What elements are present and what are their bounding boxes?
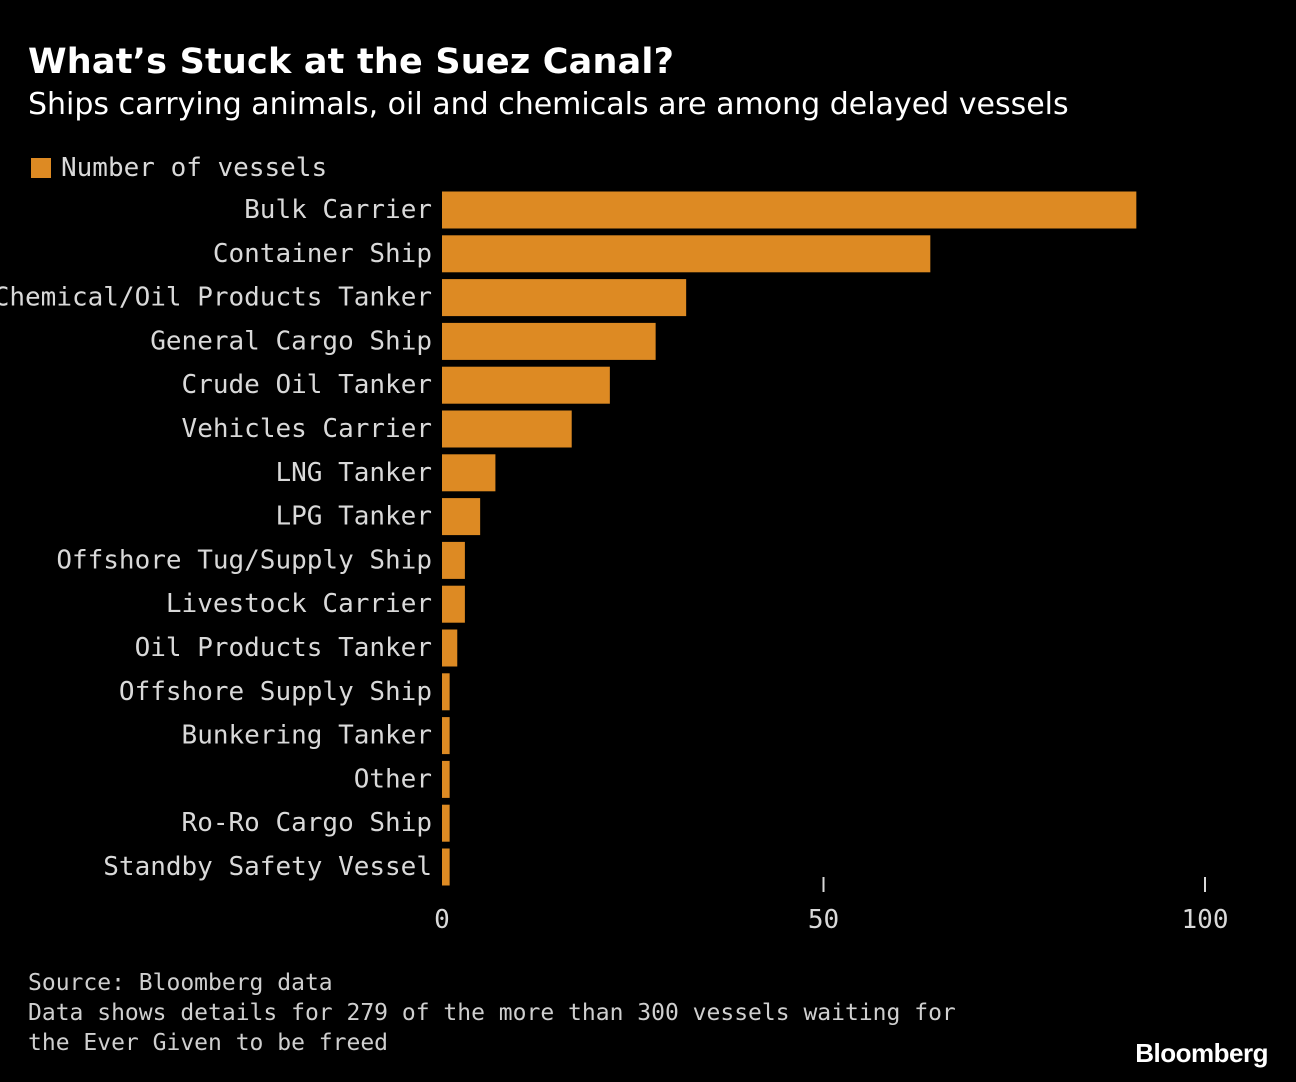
category-label: LPG Tanker (275, 502, 432, 532)
bar (442, 848, 450, 886)
category-label: Other (354, 764, 432, 794)
bar-chart: Bulk Carrier Container Ship Chemical/Oil P… (0, 191, 1228, 935)
bar (442, 454, 496, 492)
bar (442, 673, 450, 711)
bar (442, 760, 450, 798)
bar (442, 629, 458, 667)
x-tick-label: 0 (434, 905, 450, 935)
bloomberg-logo: Bloomberg (1135, 1038, 1268, 1068)
bar (442, 717, 450, 755)
category-label: Bulk Carrier (244, 195, 432, 225)
category-label: Offshore Tug/Supply Ship (56, 545, 432, 575)
footer: Source: Bloomberg data Data shows detail… (28, 968, 1008, 1058)
category-label: Standby Safety Vessel (103, 852, 432, 882)
category-label: Container Ship (213, 239, 432, 269)
category-label: Bunkering Tanker (182, 721, 432, 751)
bar (442, 498, 481, 536)
category-label: Livestock Carrier (166, 589, 432, 619)
bar (442, 366, 610, 404)
x-tick-label: 50 (808, 905, 839, 935)
bar (442, 279, 687, 317)
bars-group (442, 191, 1137, 886)
x-tick-label: 100 (1182, 905, 1229, 935)
category-label: General Cargo Ship (150, 326, 432, 356)
legend: Number of vessels (31, 152, 327, 184)
source-note: Source: Bloomberg data (28, 970, 333, 996)
chart-title: What’s Stuck at the Suez Canal? (28, 42, 675, 82)
bar (442, 541, 465, 579)
bar (442, 410, 572, 448)
bar (442, 191, 1137, 229)
bar (442, 235, 931, 273)
legend-swatch (31, 158, 51, 178)
data-note: Data shows details for 279 of the more t… (28, 1000, 956, 1056)
category-label: LNG Tanker (275, 458, 432, 488)
category-label: Vehicles Carrier (182, 414, 432, 444)
category-label: Chemical/Oil Products Tanker (0, 283, 432, 313)
legend-label: Number of vessels (61, 153, 328, 183)
x-axis: 0 50 100 (434, 877, 1228, 935)
bar (442, 804, 450, 842)
bar (442, 585, 465, 623)
category-label: Ro-Ro Cargo Ship (182, 808, 432, 838)
category-labels-group: Bulk Carrier Container Ship Chemical/Oil P… (0, 195, 432, 882)
category-label: Crude Oil Tanker (182, 370, 432, 400)
chart-subtitle: Ships carrying animals, oil and chemical… (28, 87, 1069, 122)
bar (442, 322, 656, 360)
category-label: Offshore Supply Ship (119, 677, 432, 707)
category-label: Oil Products Tanker (135, 633, 432, 663)
